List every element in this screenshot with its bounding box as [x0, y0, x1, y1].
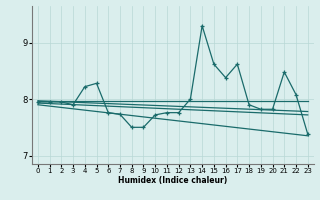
- X-axis label: Humidex (Indice chaleur): Humidex (Indice chaleur): [118, 176, 228, 185]
